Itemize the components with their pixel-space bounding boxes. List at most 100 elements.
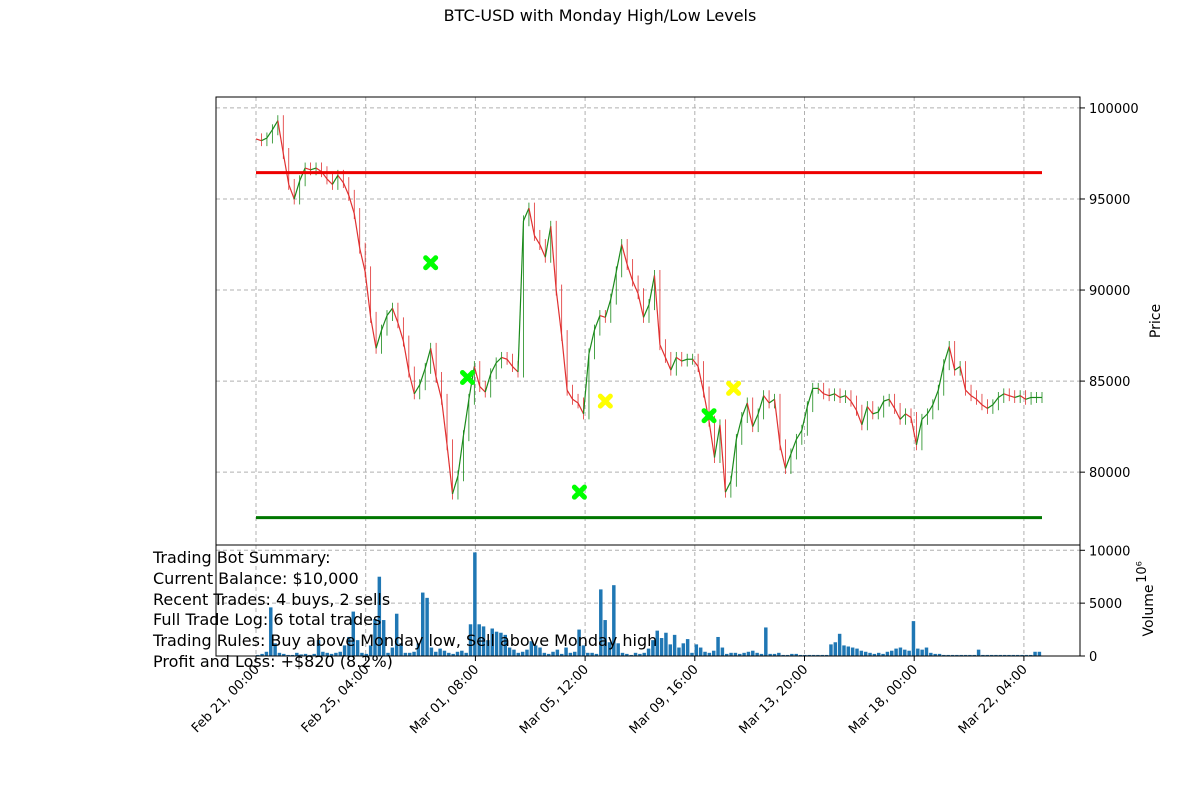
volume-bar	[629, 654, 633, 656]
price-candle	[1003, 393, 1010, 397]
volume-bar	[955, 654, 959, 656]
volume-bar	[859, 650, 864, 656]
volume-bar	[963, 654, 968, 656]
volume-bar	[381, 620, 386, 656]
price-candle	[877, 400, 885, 413]
price-candle	[905, 413, 912, 419]
volume-bar	[390, 647, 395, 656]
volume-bar	[290, 654, 295, 656]
volume-bar	[863, 651, 868, 656]
price-candle	[746, 402, 754, 427]
volume-bar	[633, 652, 638, 656]
volume-bar	[312, 653, 316, 656]
volume-bar	[412, 651, 416, 656]
volume-bar	[998, 654, 1003, 656]
price-candle	[419, 368, 426, 385]
volume-bar	[351, 611, 356, 656]
volume-bar	[355, 640, 360, 656]
price-candle	[735, 417, 743, 440]
price-candle	[610, 271, 617, 300]
volume-bar	[460, 650, 464, 656]
price-axes-frame	[215, 96, 1081, 546]
volume-bar	[1020, 654, 1024, 656]
price-candle	[675, 356, 683, 362]
price-candle	[386, 307, 393, 316]
volume-bar	[416, 643, 421, 656]
volume-bar	[1007, 654, 1011, 656]
volume-bar	[1033, 651, 1037, 656]
volume-ytick-label: 10000	[1089, 544, 1130, 559]
volume-bar	[942, 654, 946, 656]
price-candle	[1014, 395, 1021, 399]
price-candle	[555, 289, 563, 336]
price-candle	[522, 207, 530, 222]
volume-bar	[946, 654, 950, 656]
x-tick-label: Mar 22, 04:00	[956, 662, 1031, 737]
volume-bar	[516, 652, 521, 656]
volume-bar	[898, 647, 903, 656]
volume-bar	[989, 654, 994, 656]
volume-bar	[499, 632, 503, 656]
price-candle	[899, 413, 906, 420]
summary-pnl: Profit and Loss: +$820 (8.2%)	[153, 651, 393, 671]
price-candle	[473, 366, 481, 387]
volume-bar	[586, 652, 590, 656]
x-tick-label: Feb 21, 00:00	[189, 662, 263, 736]
volume-bar	[664, 632, 668, 656]
price-candle	[621, 244, 628, 265]
price-candle	[664, 357, 672, 371]
price-candle	[779, 444, 787, 469]
price-candle	[582, 353, 590, 414]
price-candle	[375, 329, 383, 349]
volume-bar	[764, 627, 768, 656]
volume-bar	[798, 654, 803, 656]
price-candle	[1019, 395, 1026, 400]
buy-marker	[701, 408, 717, 424]
price-candle	[839, 395, 846, 399]
price-candle	[692, 358, 699, 367]
volume-bar	[269, 607, 273, 656]
volume-bar	[533, 645, 538, 656]
volume-bar	[885, 651, 890, 656]
volume-bar	[625, 653, 629, 656]
volume-bar	[507, 647, 512, 656]
volume-bar	[837, 633, 842, 656]
price-candle	[681, 358, 688, 362]
price-candle	[932, 389, 939, 405]
summary-heading: Trading Bot Summary:	[153, 548, 331, 567]
volume-bar	[694, 644, 699, 656]
volume-bar	[551, 651, 555, 656]
volume-bar	[334, 652, 338, 656]
price-candle	[604, 298, 612, 318]
volume-ytick-label: 0	[1089, 650, 1097, 665]
volume-bar	[790, 653, 794, 656]
volume-bar	[568, 652, 573, 656]
volume-bar	[342, 645, 347, 656]
price-candle	[724, 480, 732, 493]
price-candle	[593, 315, 601, 331]
price-candle	[348, 195, 355, 214]
price-candle	[380, 315, 388, 331]
volume-bar	[612, 585, 616, 656]
volume-bar	[907, 650, 911, 656]
price-candle	[632, 280, 639, 294]
price-ytick-label: 85000	[1089, 375, 1130, 390]
volume-bar	[855, 648, 859, 656]
volume-bar	[1015, 654, 1020, 656]
price-ytick-label: 95000	[1089, 193, 1130, 208]
price-candle	[408, 371, 415, 394]
price-candle	[397, 322, 404, 342]
price-candle	[561, 335, 568, 391]
price-candle	[648, 275, 656, 305]
volume-bar	[772, 653, 777, 656]
volume-bar	[277, 652, 282, 656]
price-candle	[430, 348, 437, 378]
price-candle	[353, 213, 361, 249]
price-candle	[261, 137, 268, 142]
volume-bar	[824, 654, 829, 656]
x-tick-label: Mar 05, 12:00	[517, 662, 592, 737]
volume-bar	[777, 652, 781, 656]
volume-bar	[755, 652, 759, 656]
volume-bar	[1028, 654, 1033, 656]
